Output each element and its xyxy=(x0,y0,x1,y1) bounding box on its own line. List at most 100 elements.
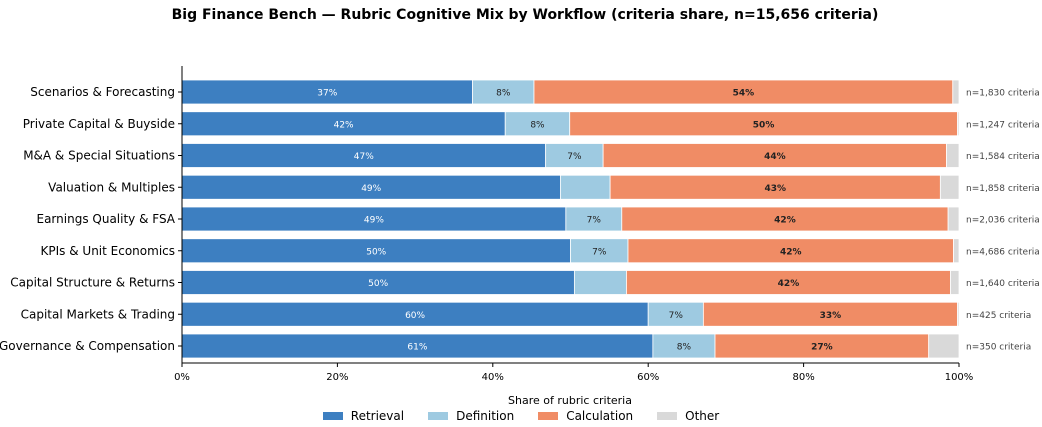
bar-segment-other xyxy=(950,270,960,295)
legend-label: Calculation xyxy=(566,409,634,423)
bar-segment-definition xyxy=(472,79,535,105)
bar-segment-retrieval xyxy=(181,301,649,327)
bar-segment-retrieval xyxy=(181,174,561,200)
bar-segment-calculation xyxy=(621,206,949,232)
count-labels: n=1,830 criteria n=1,247 criteria n=1,584 … xyxy=(966,89,1040,353)
data-label: 8% xyxy=(496,89,511,99)
x-tick-label: 40% xyxy=(482,372,504,383)
bar-segment-definition xyxy=(573,270,627,295)
bars-group: 37% 8% 54% 42% 8% 50% 47% 7% 44% 49% 43% 49% 7% 42% 50… xyxy=(181,79,960,359)
data-label: 42% xyxy=(774,216,796,226)
data-label: 37% xyxy=(317,89,337,99)
x-axis: 0% 20% 40% 60% 80% 100% xyxy=(174,362,974,383)
bar-segment-calculation xyxy=(533,79,954,105)
bar-segment-definition xyxy=(545,143,604,168)
x-tick-label: 80% xyxy=(792,372,814,383)
count-label: n=1,830 criteria xyxy=(966,89,1040,99)
legend-item-other: Other xyxy=(657,409,719,423)
data-label: 50% xyxy=(368,279,388,289)
data-label: 49% xyxy=(361,184,381,194)
legend-item-retrieval: Retrieval xyxy=(322,409,405,423)
data-label: 7% xyxy=(592,247,607,257)
bar-segment-calculation xyxy=(702,301,958,327)
data-label: 8% xyxy=(677,343,692,353)
bar-segment-definition xyxy=(565,206,623,232)
bar-segment-definition xyxy=(559,174,611,200)
count-label: n=1,247 criteria xyxy=(966,120,1040,130)
category-label: Capital Structure & Returns xyxy=(10,276,175,290)
count-label: n=1,640 criteria xyxy=(966,279,1040,289)
count-label: n=1,858 criteria xyxy=(966,184,1040,194)
legend-swatch xyxy=(657,412,678,420)
bar-segment-calculation xyxy=(569,111,958,137)
bar-segment-retrieval xyxy=(181,143,547,168)
bar-segment-other xyxy=(957,111,960,137)
chart-title: Big Finance Bench — Rubric Cognitive Mix… xyxy=(172,7,879,23)
bar-segment-other xyxy=(939,174,960,200)
category-label: Earnings Quality & FSA xyxy=(37,212,176,226)
x-axis-label: Share of rubric criteria xyxy=(508,394,632,407)
count-label: n=350 criteria xyxy=(966,343,1031,353)
bar-segment-retrieval xyxy=(181,206,567,232)
bar-segment-calculation xyxy=(602,143,947,168)
data-label: 27% xyxy=(811,343,833,353)
bar-segment-other xyxy=(928,333,960,359)
data-label: 47% xyxy=(354,152,374,162)
bar-segment-definition xyxy=(647,301,704,327)
data-label: 33% xyxy=(820,311,842,321)
data-label: 42% xyxy=(334,120,354,130)
data-label: 50% xyxy=(753,120,775,130)
bar-segment-other xyxy=(957,301,960,327)
data-label: 42% xyxy=(778,279,800,289)
count-label: n=4,686 criteria xyxy=(966,247,1040,257)
legend-swatch xyxy=(538,412,559,420)
data-label: 44% xyxy=(764,152,786,162)
bar-segment-calculation xyxy=(626,270,951,295)
data-label: 8% xyxy=(530,120,545,130)
bar-segment-calculation xyxy=(627,238,954,264)
bar-segment-other xyxy=(952,79,960,105)
data-label: 60% xyxy=(405,311,425,321)
category-label: Scenarios & Forecasting xyxy=(30,85,175,99)
category-label: M&A & Special Situations xyxy=(23,149,175,163)
count-label: n=1,584 criteria xyxy=(966,152,1040,162)
bar-segment-retrieval xyxy=(181,79,473,105)
legend-item-definition: Definition xyxy=(428,409,514,423)
y-axis-labels: Scenarios & Forecasting Private Capital &… xyxy=(0,85,182,353)
data-label: 49% xyxy=(364,216,384,226)
category-label: Capital Markets & Trading xyxy=(21,307,175,321)
legend-label: Retrieval xyxy=(350,409,405,423)
count-label: n=425 criteria xyxy=(966,311,1031,321)
data-label: 7% xyxy=(567,152,582,162)
data-label: 43% xyxy=(764,184,786,194)
x-tick-label: 60% xyxy=(637,372,659,383)
legend-swatch xyxy=(428,412,449,420)
bar-segment-other xyxy=(947,206,960,232)
bar-segment-definition xyxy=(504,111,571,137)
data-label: 7% xyxy=(587,216,602,226)
category-label: Valuation & Multiples xyxy=(48,180,175,194)
legend: Retrieval Definition Calculation Other xyxy=(0,409,1042,423)
x-tick-label: 100% xyxy=(945,372,974,383)
data-label: 61% xyxy=(407,343,427,353)
data-label: 7% xyxy=(669,311,684,321)
legend-label: Other xyxy=(685,409,720,423)
bar-segment-other xyxy=(953,238,960,264)
category-label: Governance & Compensation xyxy=(0,339,175,353)
legend-swatch xyxy=(322,412,343,420)
x-tick-label: 20% xyxy=(326,372,348,383)
bar-segment-retrieval xyxy=(181,333,654,359)
count-label: n=2,036 criteria xyxy=(966,216,1040,226)
data-label: 50% xyxy=(366,247,386,257)
bar-segment-other xyxy=(946,143,960,168)
data-label: 54% xyxy=(733,89,755,99)
data-label: 42% xyxy=(780,247,802,257)
x-tick-label: 0% xyxy=(174,372,190,383)
bar-segment-calculation xyxy=(714,333,930,359)
legend-item-calculation: Calculation xyxy=(538,409,633,423)
category-label: KPIs & Unit Economics xyxy=(41,244,175,258)
legend-label: Definition xyxy=(456,409,515,423)
category-label: Private Capital & Buyside xyxy=(23,117,175,131)
bar-segment-definition xyxy=(570,238,629,264)
